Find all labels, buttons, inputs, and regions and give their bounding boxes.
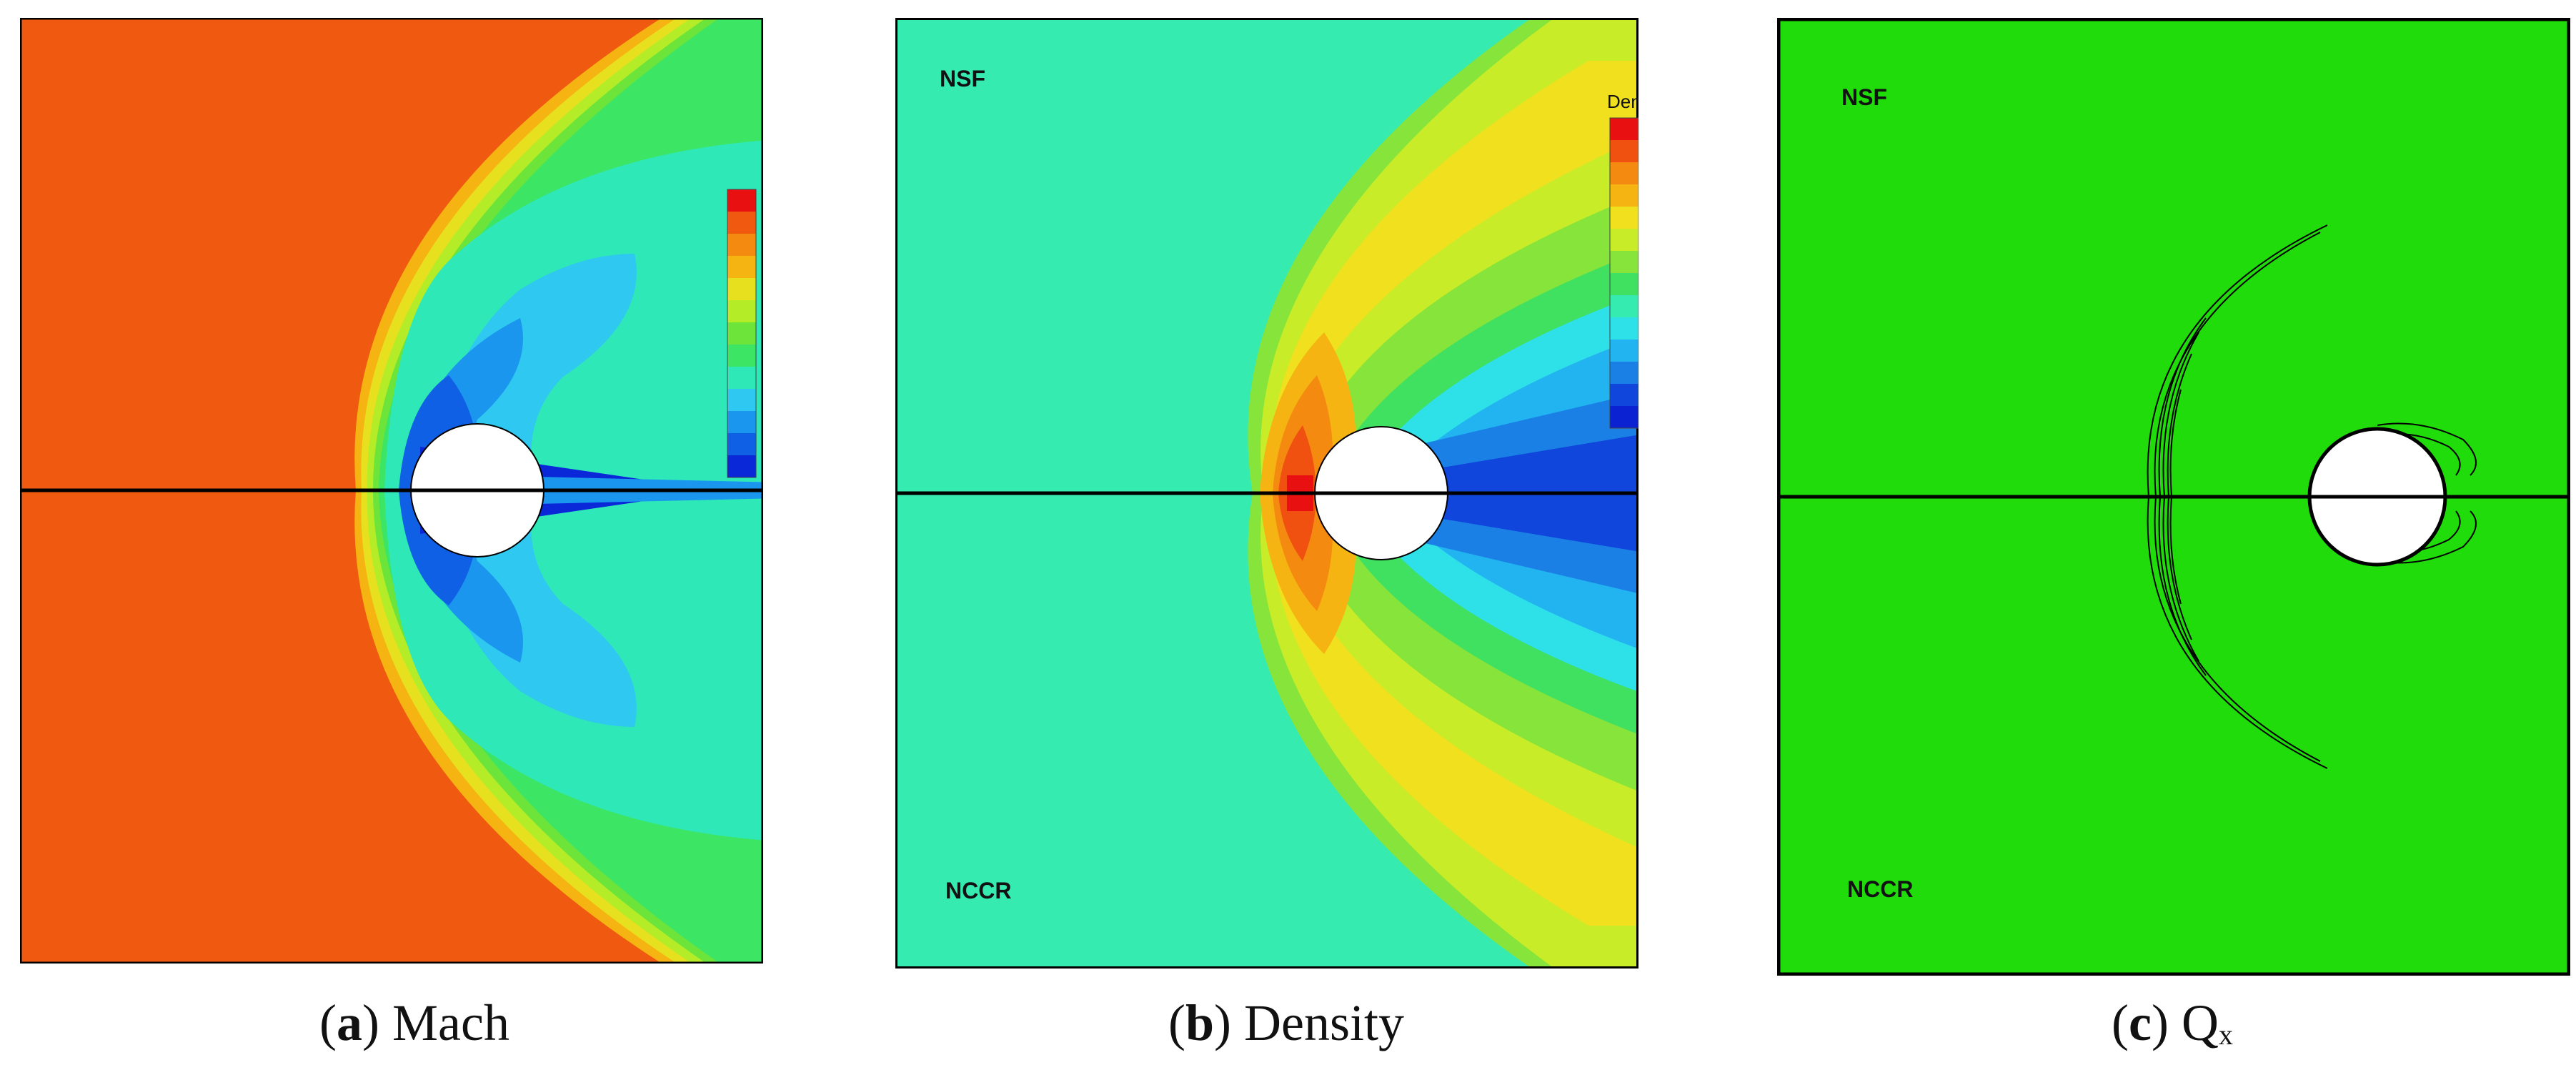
legend-swatch: [727, 455, 756, 477]
caption-b: (b) Density: [1168, 994, 1404, 1051]
legend-swatch: [1610, 162, 1638, 184]
nsf-label: NSF: [1841, 84, 1887, 110]
legend-swatch: [1610, 273, 1638, 295]
legend-swatch: [727, 234, 756, 256]
legend-swatch: [1610, 406, 1638, 428]
caption-c-subscript: x: [2218, 1019, 2233, 1051]
panel-qx: NSF NCCR: [1777, 18, 2570, 976]
mach-legend: Ma5.55.04.54.03.53.02.52.01.51.00.5: [727, 189, 757, 478]
legend-swatch: [1610, 207, 1638, 229]
nsf-label: NSF: [940, 66, 985, 91]
legend-swatch: [1610, 295, 1638, 317]
legend-swatch: [727, 278, 756, 300]
legend-swatch: [727, 300, 756, 322]
density-contour-plot: NSF NCCR Density3.73.43.12.82.52.21.91.6…: [895, 18, 1638, 969]
mach-contour-plot: Ma5.55.04.54.03.53.02.52.01.51.00.5: [20, 18, 763, 964]
nccr-label: NCCR: [1847, 876, 1913, 902]
caption-c: (c) Qx: [2112, 994, 2233, 1051]
legend-swatch: [1610, 317, 1638, 340]
legend-swatch: [727, 322, 756, 345]
legend-swatch: [727, 389, 756, 411]
legend-swatch: [727, 367, 756, 389]
legend-swatch: [727, 411, 756, 433]
legend-swatch: [1610, 340, 1638, 362]
panel-density: NSF NCCR Density3.73.43.12.82.52.21.91.6…: [895, 18, 1638, 969]
legend-swatch: [1610, 251, 1638, 273]
caption-b-text: Density: [1244, 994, 1404, 1051]
caption-a: (a) Mach: [319, 994, 509, 1051]
caption-a-letter: a: [337, 994, 363, 1051]
legend-swatch: [727, 433, 756, 455]
caption-c-text: Q: [2181, 994, 2219, 1051]
legend-swatch: [1610, 140, 1638, 162]
caption-c-letter: c: [2129, 994, 2152, 1051]
caption-b-letter: b: [1185, 994, 1215, 1051]
legend-swatch: [1610, 229, 1638, 251]
legend-swatch: [1610, 118, 1638, 140]
legend-swatch: [727, 212, 756, 234]
legend-swatch: [727, 256, 756, 278]
legend-swatch: [727, 189, 756, 212]
density-legend: Density3.73.43.12.82.52.21.91.61.31.00.7…: [1607, 91, 1638, 429]
legend-swatch: [1610, 184, 1638, 207]
legend-swatch: [1610, 384, 1638, 406]
legend-title: Density: [1607, 91, 1638, 112]
caption-a-text: Mach: [392, 994, 509, 1051]
legend-swatch: [727, 345, 756, 367]
nccr-label: NCCR: [945, 878, 1011, 903]
legend-swatch: [1610, 362, 1638, 384]
qx-contour-plot: NSF NCCR: [1777, 18, 2570, 976]
panel-mach: Ma5.55.04.54.03.53.02.52.01.51.00.5: [20, 18, 763, 964]
